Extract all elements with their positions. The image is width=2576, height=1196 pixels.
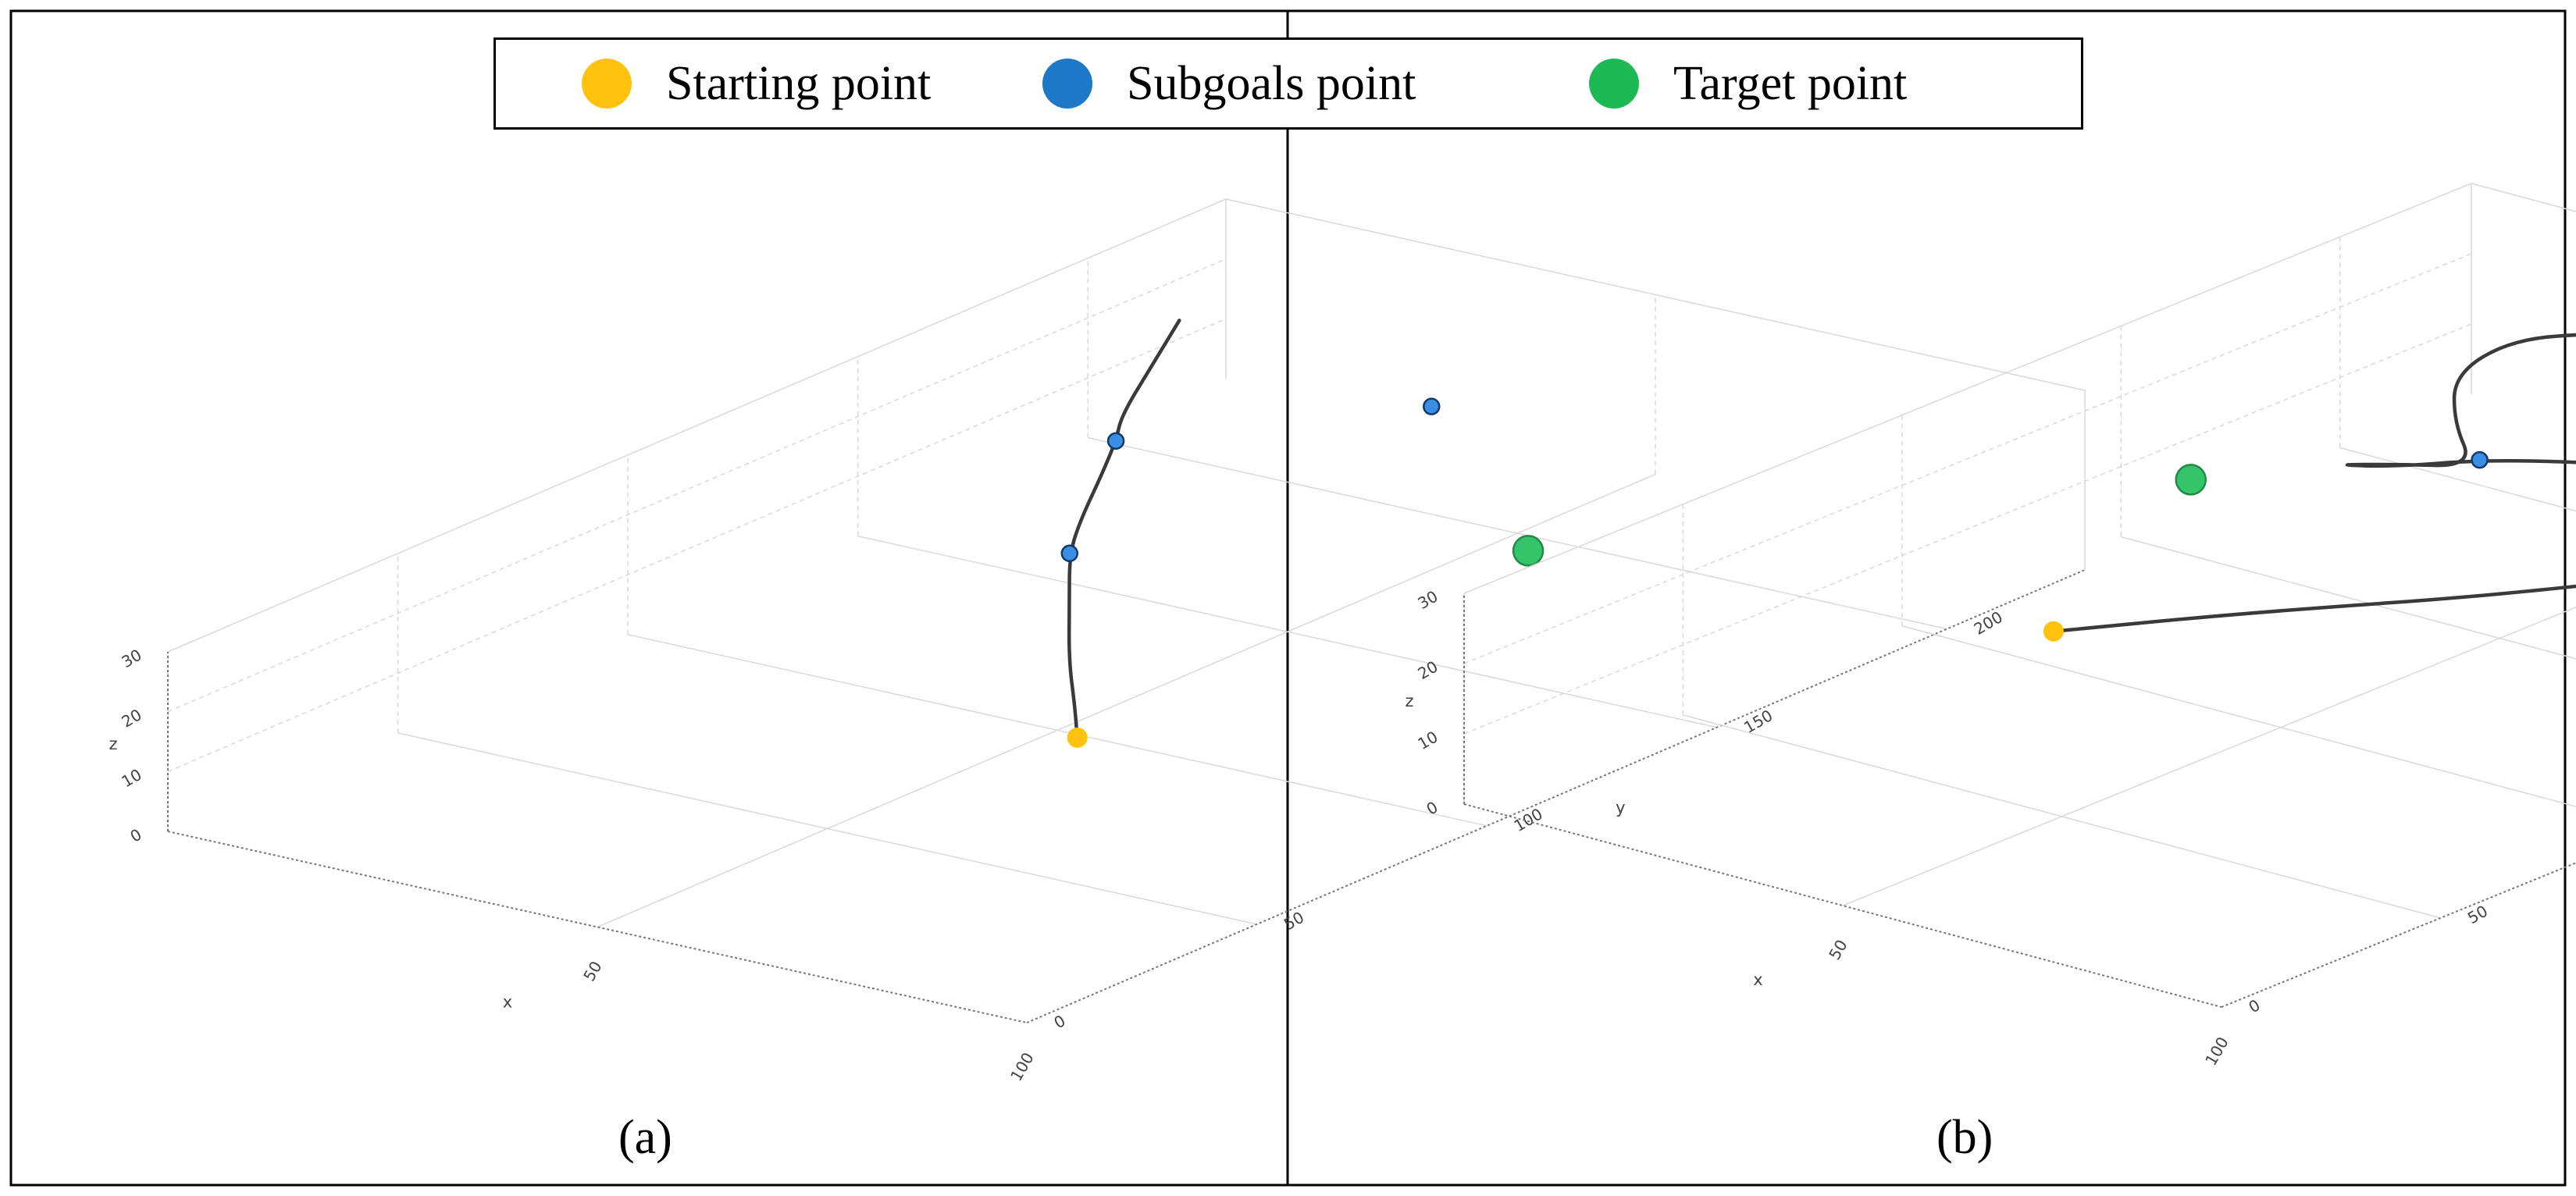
target-point [1512, 535, 1545, 567]
legend-label-target: Target point [1673, 56, 1908, 110]
grid-line [857, 536, 1717, 728]
grid-line [1901, 625, 2576, 807]
z-axis-title: z [1405, 692, 1413, 710]
legend-item-target: Target point [1589, 40, 1907, 127]
target-point [2175, 464, 2207, 496]
x-axis-title: x [1753, 970, 1762, 989]
grid-line [2339, 447, 2576, 512]
trajectory-line [2051, 333, 2576, 633]
grid-line [167, 318, 1227, 773]
grid-line [1088, 436, 1947, 630]
grid-line [1683, 714, 2441, 919]
subgoal-point [1106, 432, 1125, 450]
trajectory-line [1067, 319, 1181, 740]
subgoal-point [2471, 450, 2489, 469]
grid-line [397, 732, 1257, 925]
panel-label-a: (a) [618, 1111, 672, 1164]
grid-line [1463, 253, 2472, 664]
legend-marker-start [582, 59, 632, 109]
grid-line [167, 258, 1227, 713]
legend-marker-target [1589, 59, 1639, 109]
subgoal-point [1060, 544, 1079, 563]
legend-marker-subgoals [1042, 59, 1092, 109]
legend-item-start: Starting point [582, 40, 931, 127]
x-axis-title: x [503, 992, 512, 1011]
grid-line [1225, 198, 2086, 391]
legend-label-start: Starting point [666, 56, 932, 110]
grid-line [1463, 323, 2472, 735]
grid-line [1842, 607, 2576, 906]
x-axis-line [1463, 803, 2222, 1008]
start-point [1067, 727, 1088, 748]
start-point [2043, 621, 2064, 642]
legend-label-subgoals: Subgoals point [1127, 56, 1416, 110]
gridlines [167, 198, 2086, 928]
grid-line [167, 198, 1227, 653]
y-axis-title: y [1616, 799, 1625, 817]
panel-label-b: (b) [1936, 1111, 1993, 1164]
z-axis-title: z [109, 735, 117, 753]
grid-line [1463, 183, 2472, 594]
subgoal-point [1423, 397, 1441, 415]
legend: Starting point Subgoals point Target poi… [493, 37, 2083, 130]
grid-line [627, 634, 1488, 827]
grid-line [597, 473, 1656, 928]
grid-line [2121, 536, 2576, 660]
legend-item-subgoals: Subgoals point [1042, 40, 1416, 127]
x-axis-line [167, 831, 1028, 1023]
